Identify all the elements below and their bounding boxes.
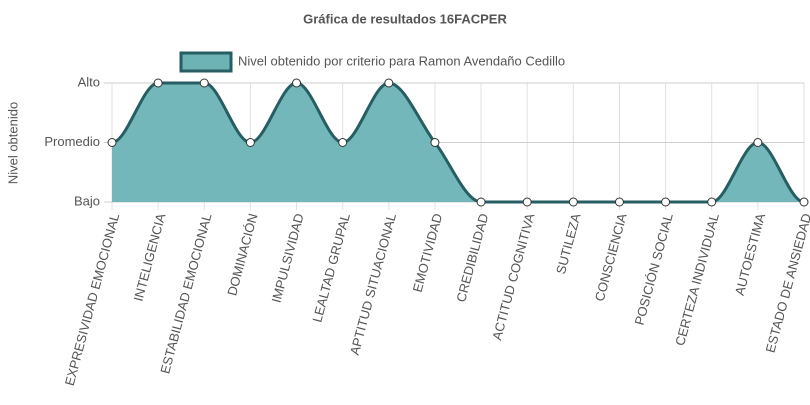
- x-tick-label: POSICIÓN SOCIAL: [632, 212, 676, 327]
- x-tick-label: IMPULSIVIDAD: [269, 212, 307, 305]
- x-tick-label: CONSCIENCIA: [592, 211, 630, 302]
- x-tick-label: SUTILEZA: [553, 211, 584, 275]
- x-tick-label: AUTOESTIMA: [732, 211, 768, 297]
- x-tick-label: APTITUD SITUACIONAL: [347, 212, 399, 357]
- x-tick-label: DOMINACIÓN: [224, 212, 260, 298]
- point: [245, 138, 255, 147]
- point: [199, 78, 209, 88]
- y-tick-label: Bajo: [74, 193, 100, 208]
- point: [338, 138, 348, 147]
- point: [799, 197, 809, 207]
- point: [292, 78, 302, 88]
- x-tick-label: ESTADO DE ANSIEDAD: [763, 212, 810, 355]
- point: [476, 197, 486, 207]
- y-tick-label: Promedio: [44, 134, 100, 149]
- area-fill: [112, 83, 804, 202]
- chart-title: Gráfica de resultados 16FACPER: [303, 11, 507, 26]
- x-tick-label: ACTITUD COGNITIVA: [489, 211, 537, 341]
- legend-label: Nivel obtenido por criterio para Ramon A…: [238, 53, 565, 68]
- x-tick-label: INTELIGENCIA: [130, 211, 168, 302]
- point: [430, 138, 440, 147]
- y-tick-label: Alto: [78, 74, 100, 89]
- x-tick-label: EXPRESIVIDAD EMOCIONAL: [62, 212, 122, 388]
- point: [568, 197, 578, 207]
- x-tick-label: LEALTAD GRUPAL: [309, 212, 352, 324]
- y-axis-label: Nivel obtenido: [5, 102, 20, 184]
- x-tick-label: EMOTIVIDAD: [410, 212, 445, 294]
- x-tick-label: CREDIBILIDAD: [453, 212, 491, 304]
- point: [661, 197, 671, 207]
- x-tick-label: ESTABILIDAD EMOCIONAL: [157, 212, 214, 375]
- point: [384, 78, 394, 88]
- legend-swatch: [179, 51, 233, 73]
- point: [153, 78, 163, 88]
- point: [522, 197, 532, 207]
- point: [107, 138, 117, 147]
- x-tick-label: CERTEZA INDIVIDUAL: [672, 212, 722, 348]
- point: [614, 197, 624, 207]
- point: [707, 197, 717, 207]
- point: [753, 138, 763, 147]
- line: [111, 81, 805, 204]
